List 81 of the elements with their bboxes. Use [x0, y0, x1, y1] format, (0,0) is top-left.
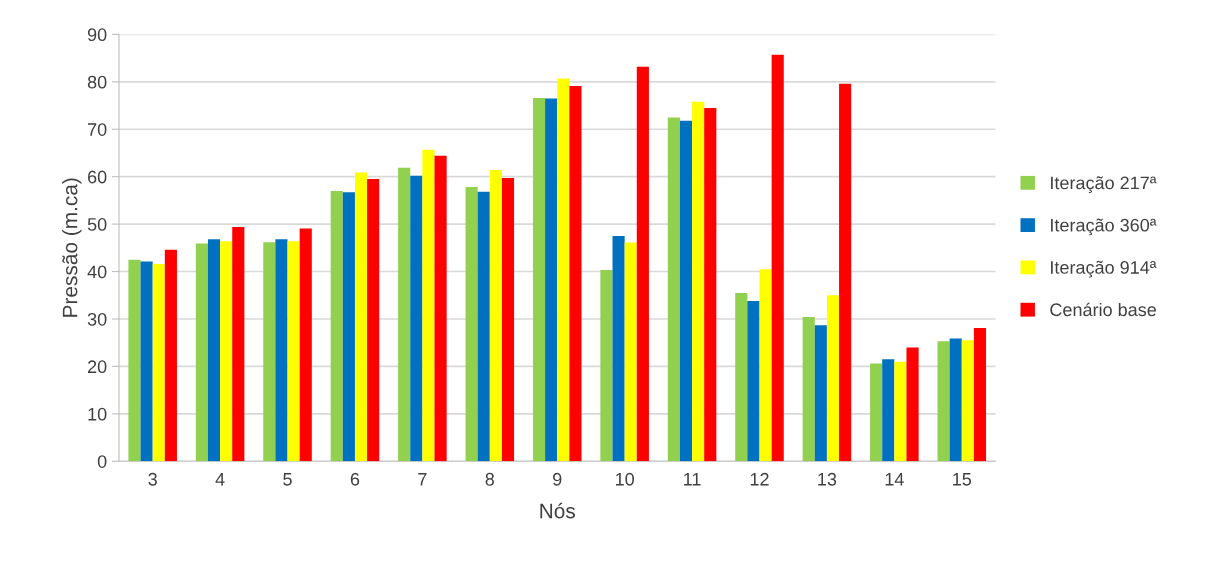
- bar: [949, 338, 962, 462]
- bar: [937, 341, 950, 462]
- bar: [354, 172, 368, 462]
- bar: [679, 120, 693, 462]
- bar: [882, 359, 895, 462]
- bar: [870, 363, 883, 462]
- bar: [140, 261, 153, 462]
- bar: [759, 269, 772, 462]
- bar: [747, 300, 760, 462]
- legend-label: Cenário base: [1050, 302, 1156, 317]
- y-tick-label: 10: [88, 407, 107, 421]
- bar: [612, 235, 625, 462]
- legend-label: Iteração 914ª: [1051, 260, 1157, 278]
- bar: [434, 155, 447, 462]
- bar: [263, 242, 276, 462]
- bar: [501, 178, 515, 462]
- x-tick-label: 8: [485, 472, 495, 486]
- bar: [275, 239, 288, 462]
- x-tick-label: 3: [148, 472, 157, 486]
- x-tick-label: 9: [553, 472, 562, 486]
- bar: [839, 83, 852, 462]
- legend-label: Iteração 360ª: [1051, 218, 1157, 236]
- bar: [826, 295, 840, 462]
- y-axis-title: Pressão (m.ca): [62, 178, 82, 317]
- y-tick-label: 30: [87, 312, 107, 326]
- y-tick-label: 40: [87, 265, 107, 279]
- bar: [232, 226, 245, 462]
- x-tick-label: 6: [350, 472, 360, 486]
- y-tick-label: 70: [88, 123, 107, 136]
- y-tick-label: 60: [88, 170, 107, 184]
- bar: [704, 107, 717, 462]
- bar: [164, 249, 177, 462]
- bar: [152, 263, 165, 462]
- bar: [287, 241, 300, 462]
- bar: [692, 101, 705, 462]
- legend-label: Iteração 217ª: [1051, 176, 1157, 193]
- y-tick-label: 90: [87, 28, 107, 42]
- x-tick-label: 4: [215, 473, 225, 486]
- bar: [532, 97, 546, 462]
- x-axis-title: Nós: [540, 502, 575, 519]
- bar: [207, 239, 221, 462]
- x-tick-label: 11: [684, 473, 701, 486]
- bar: [477, 191, 490, 462]
- bar: [667, 117, 680, 462]
- bar: [299, 228, 312, 462]
- x-tick-label: 14: [885, 473, 904, 486]
- bar: [600, 270, 613, 462]
- bar: [489, 170, 502, 462]
- bar: [422, 149, 435, 462]
- x-tick-label: 5: [283, 473, 292, 486]
- bar: [973, 327, 987, 462]
- bar: [569, 86, 582, 462]
- bar: [771, 54, 784, 462]
- x-tick-label: 12: [750, 472, 769, 486]
- y-tick-label: 0: [97, 455, 107, 468]
- bar: [128, 259, 141, 462]
- y-tick-label: 80: [87, 75, 107, 89]
- x-tick-label: 7: [418, 473, 427, 486]
- bar: [636, 66, 649, 462]
- bar: [814, 325, 827, 462]
- bar: [802, 317, 815, 462]
- y-tick-label: 20: [87, 360, 107, 374]
- bar: [342, 192, 355, 462]
- x-tick-label: 15: [953, 473, 972, 486]
- bar: [906, 347, 919, 462]
- bar: [465, 187, 478, 462]
- bar: [220, 241, 233, 462]
- bar: [894, 361, 907, 462]
- x-tick-label: 13: [818, 472, 837, 486]
- bar: [398, 167, 411, 462]
- bar: [367, 179, 380, 462]
- y-tick-label: 50: [87, 218, 107, 231]
- bar: [557, 78, 570, 462]
- x-tick-label: 10: [615, 472, 634, 486]
- bar: [961, 340, 974, 462]
- bar: [545, 98, 558, 462]
- bar: [195, 243, 208, 462]
- bar: [410, 175, 423, 462]
- bar: [624, 242, 637, 462]
- bar: [735, 292, 748, 462]
- bar: [330, 190, 343, 462]
